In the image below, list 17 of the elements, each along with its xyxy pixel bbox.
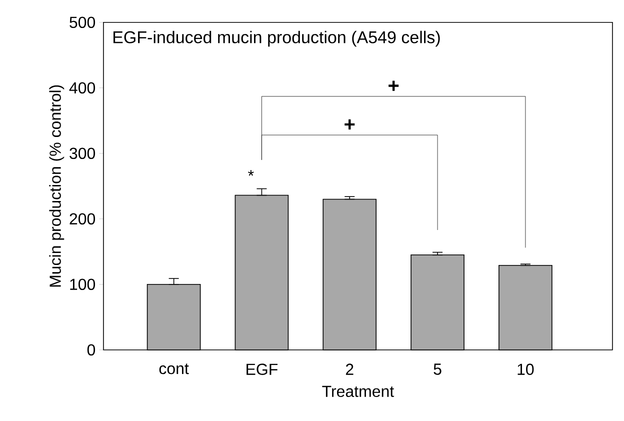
x-tick-label: 2 (346, 364, 354, 375)
x-tick-label: cont (159, 364, 189, 374)
y-tick-label: 0 (87, 344, 96, 356)
annotation: + (344, 119, 355, 130)
y-axis-title: Mucin production (% control) (49, 85, 64, 287)
chart-title: EGF-induced mucin production (A549 cells) (113, 30, 440, 47)
annotation: * (248, 170, 254, 176)
x-axis-title: Treatment (322, 386, 394, 398)
y-tick-label: 100 (70, 278, 96, 290)
y-tick-label: 400 (69, 82, 96, 94)
x-tick-label: 10 (518, 364, 534, 375)
y-tick-label: 300 (70, 148, 96, 160)
y-tick-label: 500 (70, 16, 96, 28)
annotation: + (388, 80, 399, 91)
y-tick-label: 200 (70, 213, 96, 225)
x-tick-label: 5 (434, 364, 442, 375)
x-tick-label: EGF (246, 364, 278, 375)
